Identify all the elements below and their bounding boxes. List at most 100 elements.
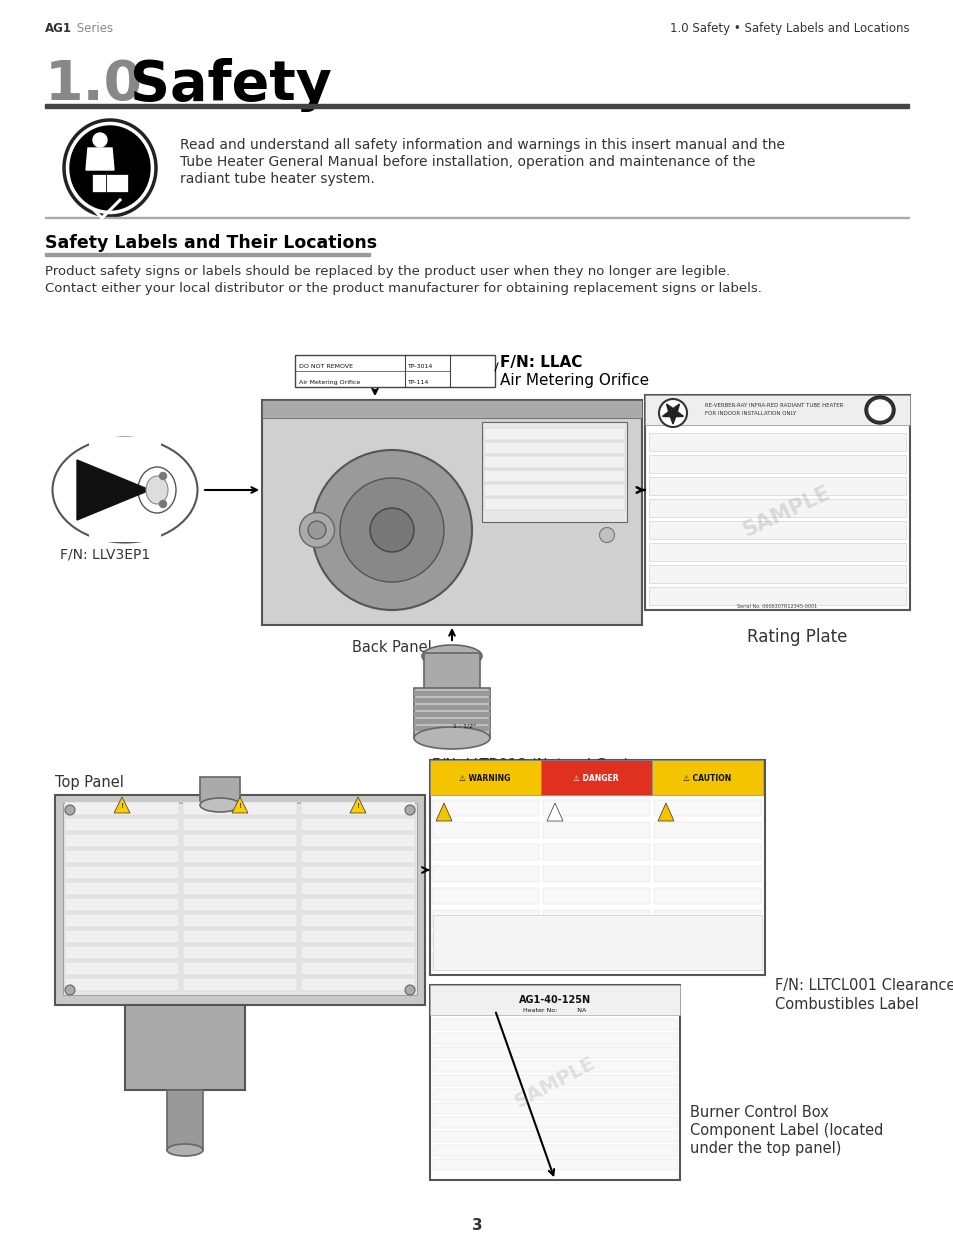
Bar	[65, 978, 179, 990]
Bar	[414, 692, 490, 697]
Text: 1.0 Safety • Safety Labels and Locations: 1.0 Safety • Safety Labels and Locations	[670, 22, 909, 35]
Bar	[167, 1091, 203, 1150]
Text: Series: Series	[73, 22, 113, 35]
Text: ⚠ WARNING: ⚠ WARNING	[458, 773, 510, 783]
Bar	[540, 760, 651, 795]
Bar	[433, 1047, 677, 1058]
Bar	[301, 818, 415, 831]
Bar	[433, 1061, 677, 1072]
Bar	[65, 946, 179, 960]
Bar	[432, 866, 538, 882]
Ellipse shape	[864, 396, 894, 424]
Bar	[654, 953, 760, 969]
Ellipse shape	[159, 473, 167, 479]
Text: Tube Heater General Manual before installation, operation and maintenance of the: Tube Heater General Manual before instal…	[180, 156, 755, 169]
Text: Safety: Safety	[130, 58, 332, 112]
Bar	[432, 800, 538, 816]
Bar	[65, 850, 179, 863]
Bar	[648, 543, 905, 561]
Bar	[414, 698, 490, 703]
Bar	[301, 962, 415, 974]
Bar	[183, 978, 296, 990]
Ellipse shape	[92, 133, 107, 147]
Text: ⚠ CAUTION: ⚠ CAUTION	[682, 773, 730, 783]
Text: AG1: AG1	[45, 22, 71, 35]
Ellipse shape	[370, 508, 414, 552]
Ellipse shape	[299, 513, 335, 547]
Ellipse shape	[421, 645, 481, 667]
Bar	[183, 866, 296, 879]
Bar	[414, 713, 490, 718]
Ellipse shape	[308, 521, 326, 538]
Bar	[301, 946, 415, 960]
Bar	[648, 454, 905, 473]
Bar	[294, 354, 495, 387]
Ellipse shape	[65, 805, 75, 815]
Text: TP-114: TP-114	[408, 380, 429, 385]
Text: FOR INDOOR INSTALLATION ONLY: FOR INDOOR INSTALLATION ONLY	[704, 411, 796, 416]
Bar	[432, 823, 538, 839]
Bar	[483, 442, 624, 454]
Bar	[414, 705, 490, 710]
Bar	[183, 962, 296, 974]
Text: !: !	[238, 803, 241, 809]
Bar	[432, 932, 538, 948]
Text: DO NOT REMOVE: DO NOT REMOVE	[298, 364, 353, 369]
Text: Combustibles Label: Combustibles Label	[774, 997, 918, 1011]
Polygon shape	[436, 803, 452, 821]
Bar	[301, 898, 415, 911]
Text: Top Panel: Top Panel	[55, 776, 124, 790]
Bar	[65, 930, 179, 944]
Bar	[301, 850, 415, 863]
Bar	[63, 803, 416, 995]
Bar	[433, 1131, 677, 1142]
Bar	[651, 760, 762, 795]
Bar	[414, 719, 490, 724]
Bar	[65, 802, 179, 815]
Text: Serial No. 0606307R12345-0001: Serial No. 0606307R12345-0001	[736, 604, 817, 609]
Bar	[648, 499, 905, 517]
Text: RE-VERBER-RAY INFRA-RED RADIANT TUBE HEATER: RE-VERBER-RAY INFRA-RED RADIANT TUBE HEA…	[704, 403, 842, 408]
Bar	[301, 802, 415, 815]
Text: F/N: LLTB018 (Natural Gas): F/N: LLTB018 (Natural Gas)	[432, 758, 629, 773]
Ellipse shape	[414, 727, 490, 748]
Polygon shape	[77, 459, 150, 520]
Bar	[483, 471, 624, 482]
Text: Air Metering Orifice: Air Metering Orifice	[298, 380, 360, 385]
Text: F/N: LLV3EP1: F/N: LLV3EP1	[60, 548, 150, 562]
Text: F/N: LLAC: F/N: LLAC	[499, 354, 581, 370]
Bar	[648, 564, 905, 583]
Bar	[433, 1074, 677, 1086]
Bar	[45, 104, 908, 107]
Bar	[542, 888, 649, 904]
Bar	[648, 433, 905, 451]
Bar	[542, 953, 649, 969]
Bar	[414, 688, 490, 739]
Bar	[262, 400, 641, 417]
Text: Contact either your local distributor or the product manufacturer for obtaining : Contact either your local distributor or…	[45, 282, 761, 295]
Text: SAMPLE: SAMPLE	[740, 483, 833, 541]
Text: !: !	[120, 803, 123, 809]
Bar	[430, 760, 540, 795]
Bar	[654, 888, 760, 904]
Bar	[301, 834, 415, 847]
Bar	[200, 777, 240, 805]
Ellipse shape	[200, 798, 240, 811]
Bar	[648, 587, 905, 605]
Bar	[430, 986, 679, 1015]
Bar	[89, 437, 161, 542]
Bar	[542, 800, 649, 816]
Bar	[432, 953, 538, 969]
Ellipse shape	[138, 467, 175, 513]
Ellipse shape	[159, 500, 167, 508]
Bar	[65, 882, 179, 895]
Polygon shape	[661, 404, 682, 424]
Polygon shape	[232, 797, 248, 813]
Bar	[183, 818, 296, 831]
Ellipse shape	[405, 986, 415, 995]
Ellipse shape	[659, 399, 686, 427]
Ellipse shape	[312, 450, 472, 610]
Bar	[432, 888, 538, 904]
Text: Safety Labels and Their Locations: Safety Labels and Their Locations	[45, 233, 376, 252]
Ellipse shape	[598, 527, 614, 542]
